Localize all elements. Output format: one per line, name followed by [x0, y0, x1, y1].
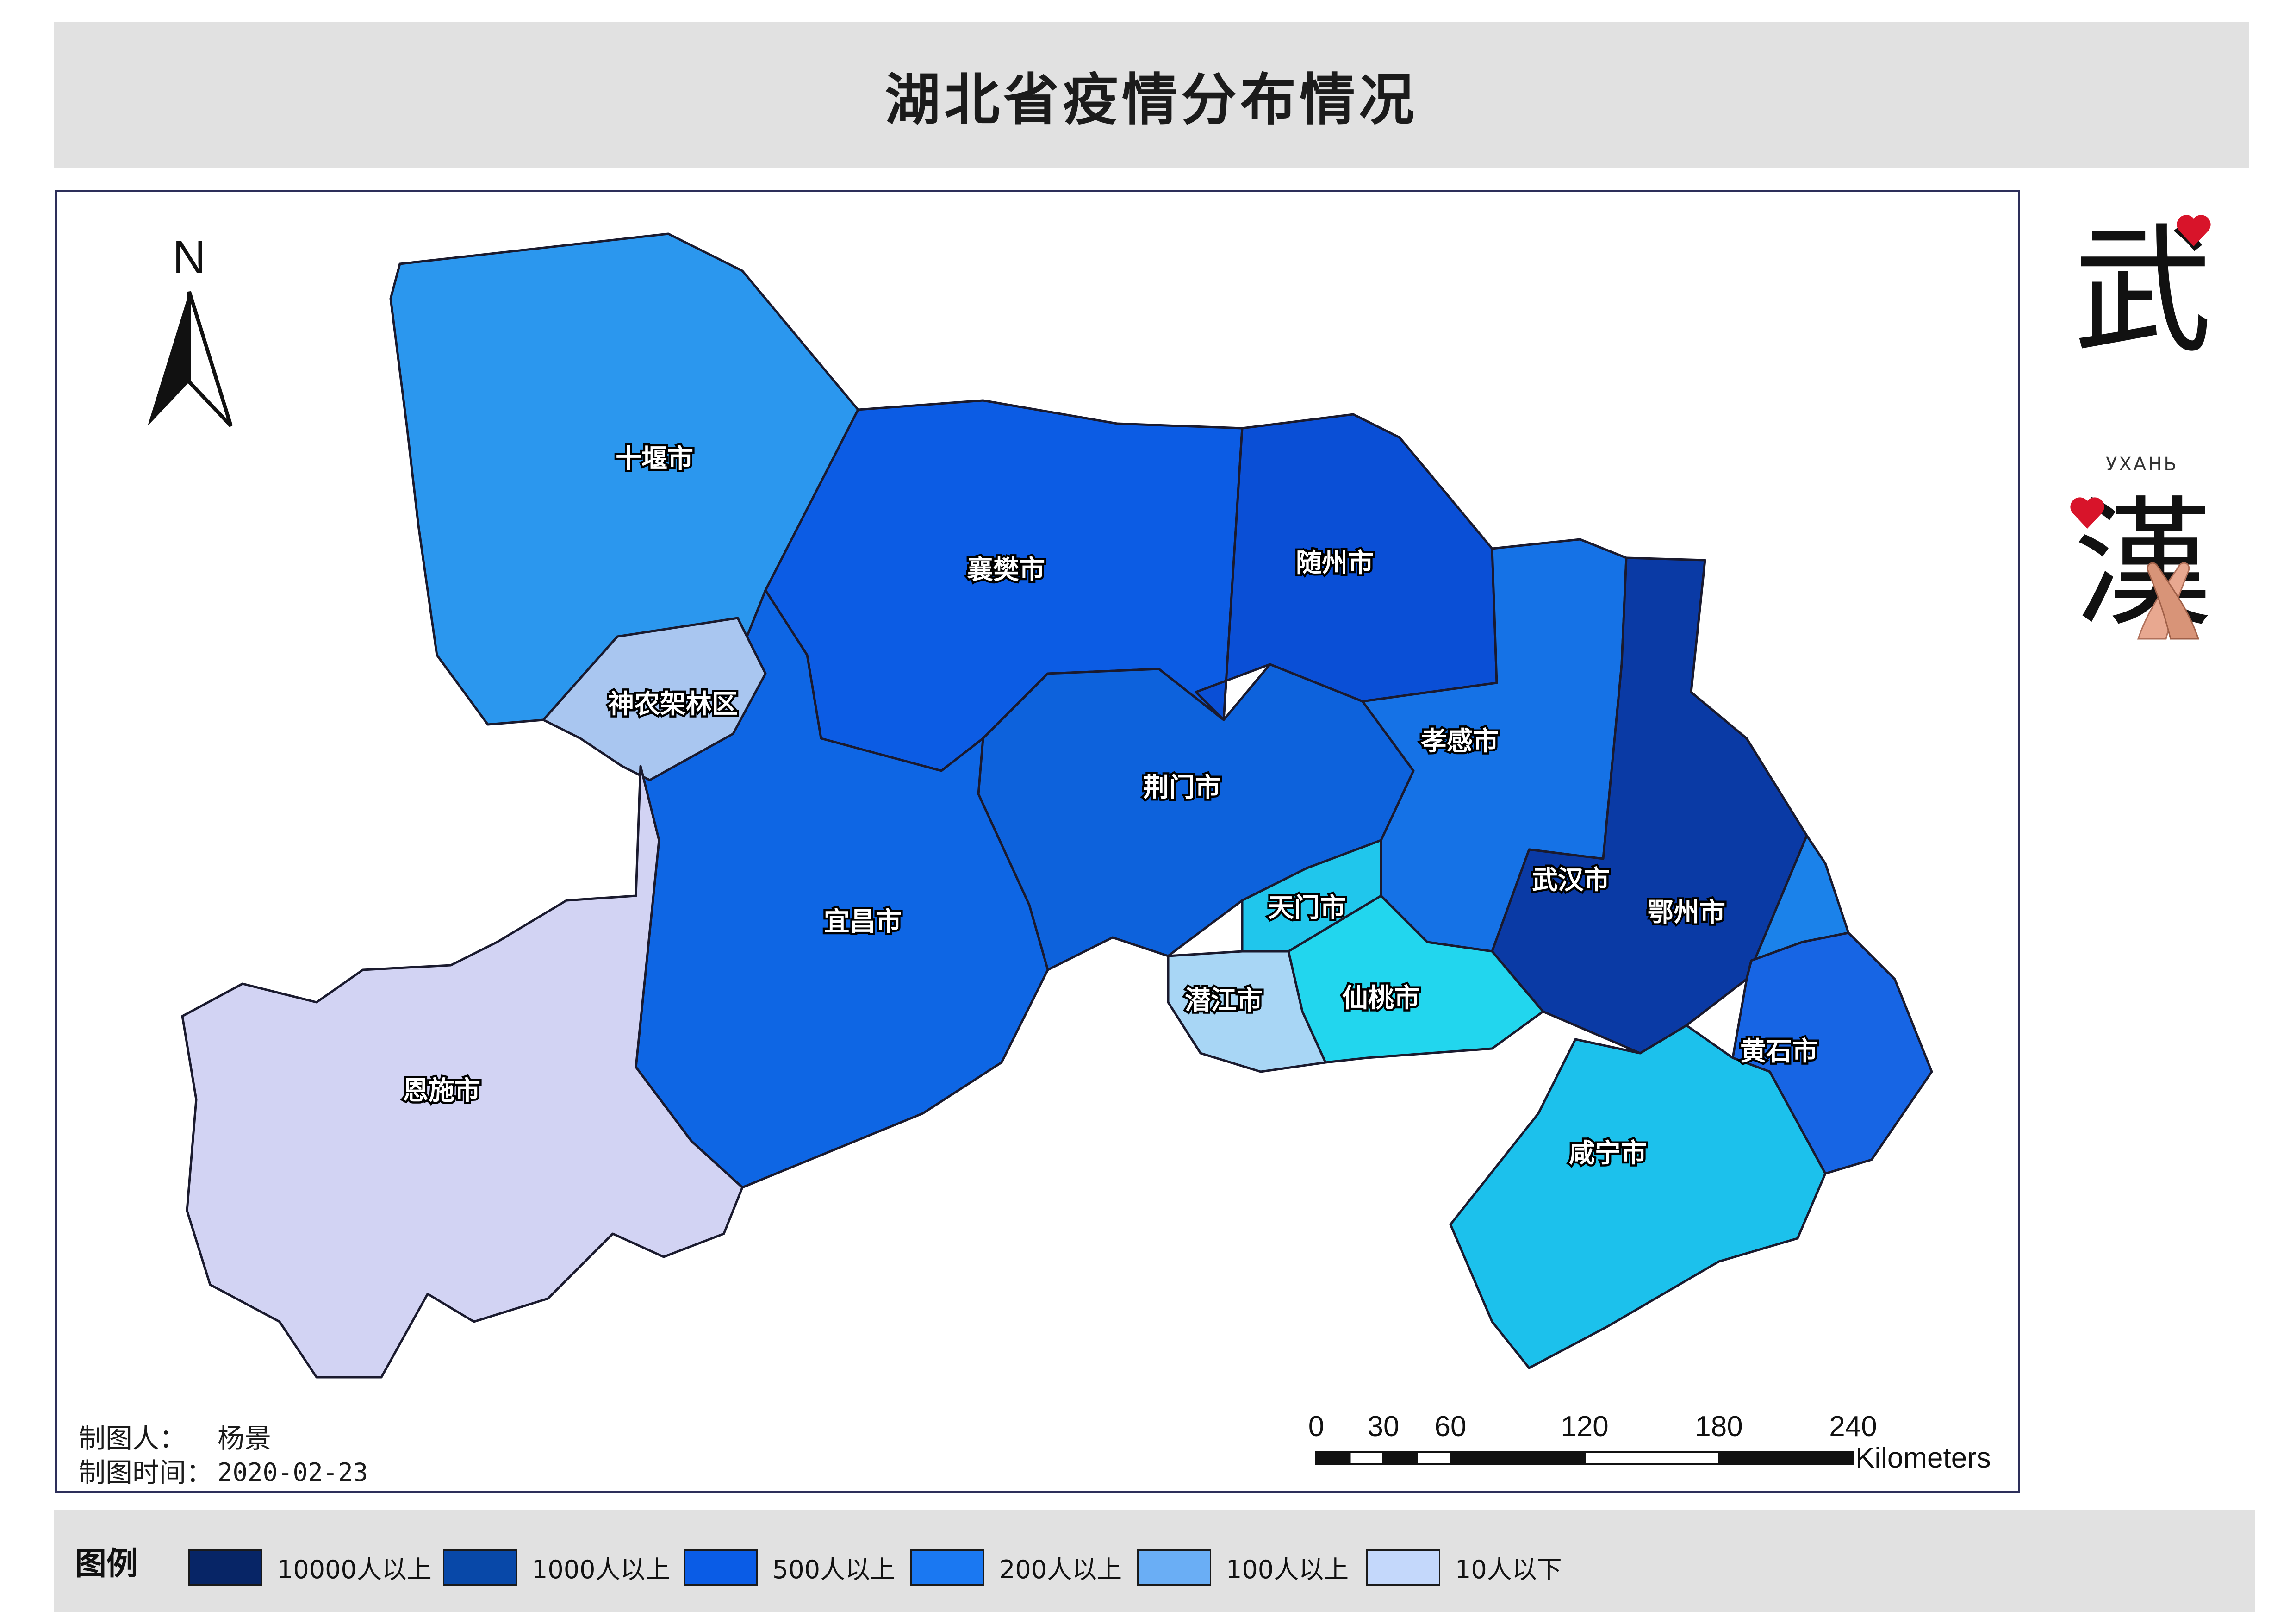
logo-subtitle: УХАНЬ [2106, 454, 2178, 475]
clasped-hands-icon [2137, 562, 2200, 640]
label-wuhan: 武汉市 [1532, 865, 1610, 895]
region-shennongjia[interactable] [542, 617, 767, 781]
legend-item: 10000人以上 [188, 1549, 432, 1586]
map-frame: N 十堰市 襄樊市 随州市 孝感市 武 [55, 190, 2020, 1493]
scale-tick-label: 0 [1308, 1411, 1324, 1443]
scale-segment [1584, 1451, 1720, 1465]
label-tianmen: 天门市 [1268, 893, 1346, 923]
region-qianjiang[interactable] [1167, 950, 1327, 1073]
map-date: 2020-02-23 [218, 1458, 368, 1487]
label-xiangfan: 襄樊市 [967, 555, 1045, 585]
legend-label: 100人以上 [1226, 1555, 1349, 1584]
legend-item: 1000人以上 [443, 1549, 670, 1586]
north-label: N [173, 231, 206, 283]
scale-bar: 0 30 60 120 180 240 Kilometers [1308, 1411, 1991, 1474]
title-bar: 湖北省疫情分布情况 [54, 22, 2249, 168]
label-enshi: 恩施市 [403, 1076, 480, 1106]
legend-label: 200人以上 [999, 1555, 1122, 1584]
region-labels: 十堰市 襄樊市 随州市 孝感市 武汉市 鄂州市 黄石市 咸宁市 仙桃市 天门市 … [401, 442, 1820, 1171]
legend-title: 图例 [75, 1545, 138, 1582]
scale-segment [1349, 1451, 1384, 1465]
scale-tick-label: 120 [1561, 1411, 1608, 1443]
label-shiyan: 十堰市 [616, 444, 693, 474]
scale-tick-label: 240 [1829, 1411, 1877, 1443]
legend-swatch [188, 1549, 262, 1586]
legend-swatch [1137, 1549, 1211, 1586]
scale-segment [1416, 1451, 1451, 1465]
legend-swatch [1366, 1549, 1440, 1586]
heart-icon [2177, 215, 2211, 246]
north-arrow-icon: N [148, 231, 233, 427]
label-huangshi: 黄石市 [1740, 1037, 1818, 1067]
scale-segment [1718, 1451, 1854, 1465]
author-label: 制图人： [79, 1423, 187, 1454]
label-jingmen: 荆门市 [1143, 773, 1221, 803]
legend-item: 200人以上 [910, 1549, 1122, 1586]
legend-swatch [684, 1549, 758, 1586]
region-enshi[interactable] [181, 765, 744, 1379]
heart-icon-2 [2070, 497, 2104, 529]
label-suizhou: 随州市 [1296, 548, 1374, 578]
map-title: 湖北省疫情分布情况 [885, 67, 1418, 132]
regions-layer [181, 232, 1933, 1379]
scale-tick-label: 60 [1435, 1411, 1467, 1443]
label-shennongjia: 神农架林区 [608, 689, 738, 719]
legend-label: 500人以上 [772, 1555, 896, 1584]
legend-bar: 图例 10000人以上 1000人以上 500人以上 200人以上 100人以上… [54, 1510, 2255, 1612]
scale-segments [1315, 1451, 1854, 1465]
scale-ticks: 0 30 60 120 180 240 [1308, 1411, 1877, 1443]
wuhan-logo: 武 УХАНЬ 漢 [2069, 204, 2221, 736]
logo-char-top: 武 [2073, 211, 2212, 372]
region-wuhan[interactable] [1491, 556, 1808, 1055]
region-huangshi[interactable] [1731, 931, 1933, 1175]
legend-item: 10人以下 [1366, 1549, 1562, 1586]
legend-label: 10000人以上 [277, 1555, 432, 1584]
legend-item: 500人以上 [684, 1549, 895, 1586]
legend-item: 100人以上 [1137, 1549, 1349, 1586]
map-credits: 制图人： 杨景 制图时间： 2020-02-23 [79, 1421, 368, 1490]
label-xiaogan: 孝感市 [1421, 726, 1499, 756]
scale-segment [1382, 1451, 1418, 1465]
scale-unit-label: Kilometers [1855, 1442, 1991, 1474]
map-canvas: N 十堰市 襄樊市 随州市 孝感市 武 [148, 231, 1991, 1474]
region-xianning[interactable] [1449, 1024, 1827, 1369]
scale-tick-label: 30 [1368, 1411, 1400, 1443]
legend-label: 1000人以上 [532, 1555, 671, 1584]
label-xianning: 咸宁市 [1569, 1138, 1647, 1168]
label-xiantao: 仙桃市 [1342, 983, 1420, 1013]
scale-tick-label: 180 [1695, 1411, 1742, 1443]
scale-segment [1450, 1451, 1586, 1465]
legend-label: 10人以下 [1455, 1555, 1562, 1584]
label-yichang: 宜昌市 [824, 907, 902, 937]
legend-swatch [910, 1549, 984, 1586]
label-ezhou: 鄂州市 [1648, 898, 1725, 928]
author-name: 杨景 [218, 1423, 272, 1454]
legend-swatch [443, 1549, 517, 1586]
scale-segment [1315, 1451, 1351, 1465]
label-qianjiang: 潜江市 [1185, 986, 1263, 1016]
date-label: 制图时间： [79, 1457, 213, 1488]
